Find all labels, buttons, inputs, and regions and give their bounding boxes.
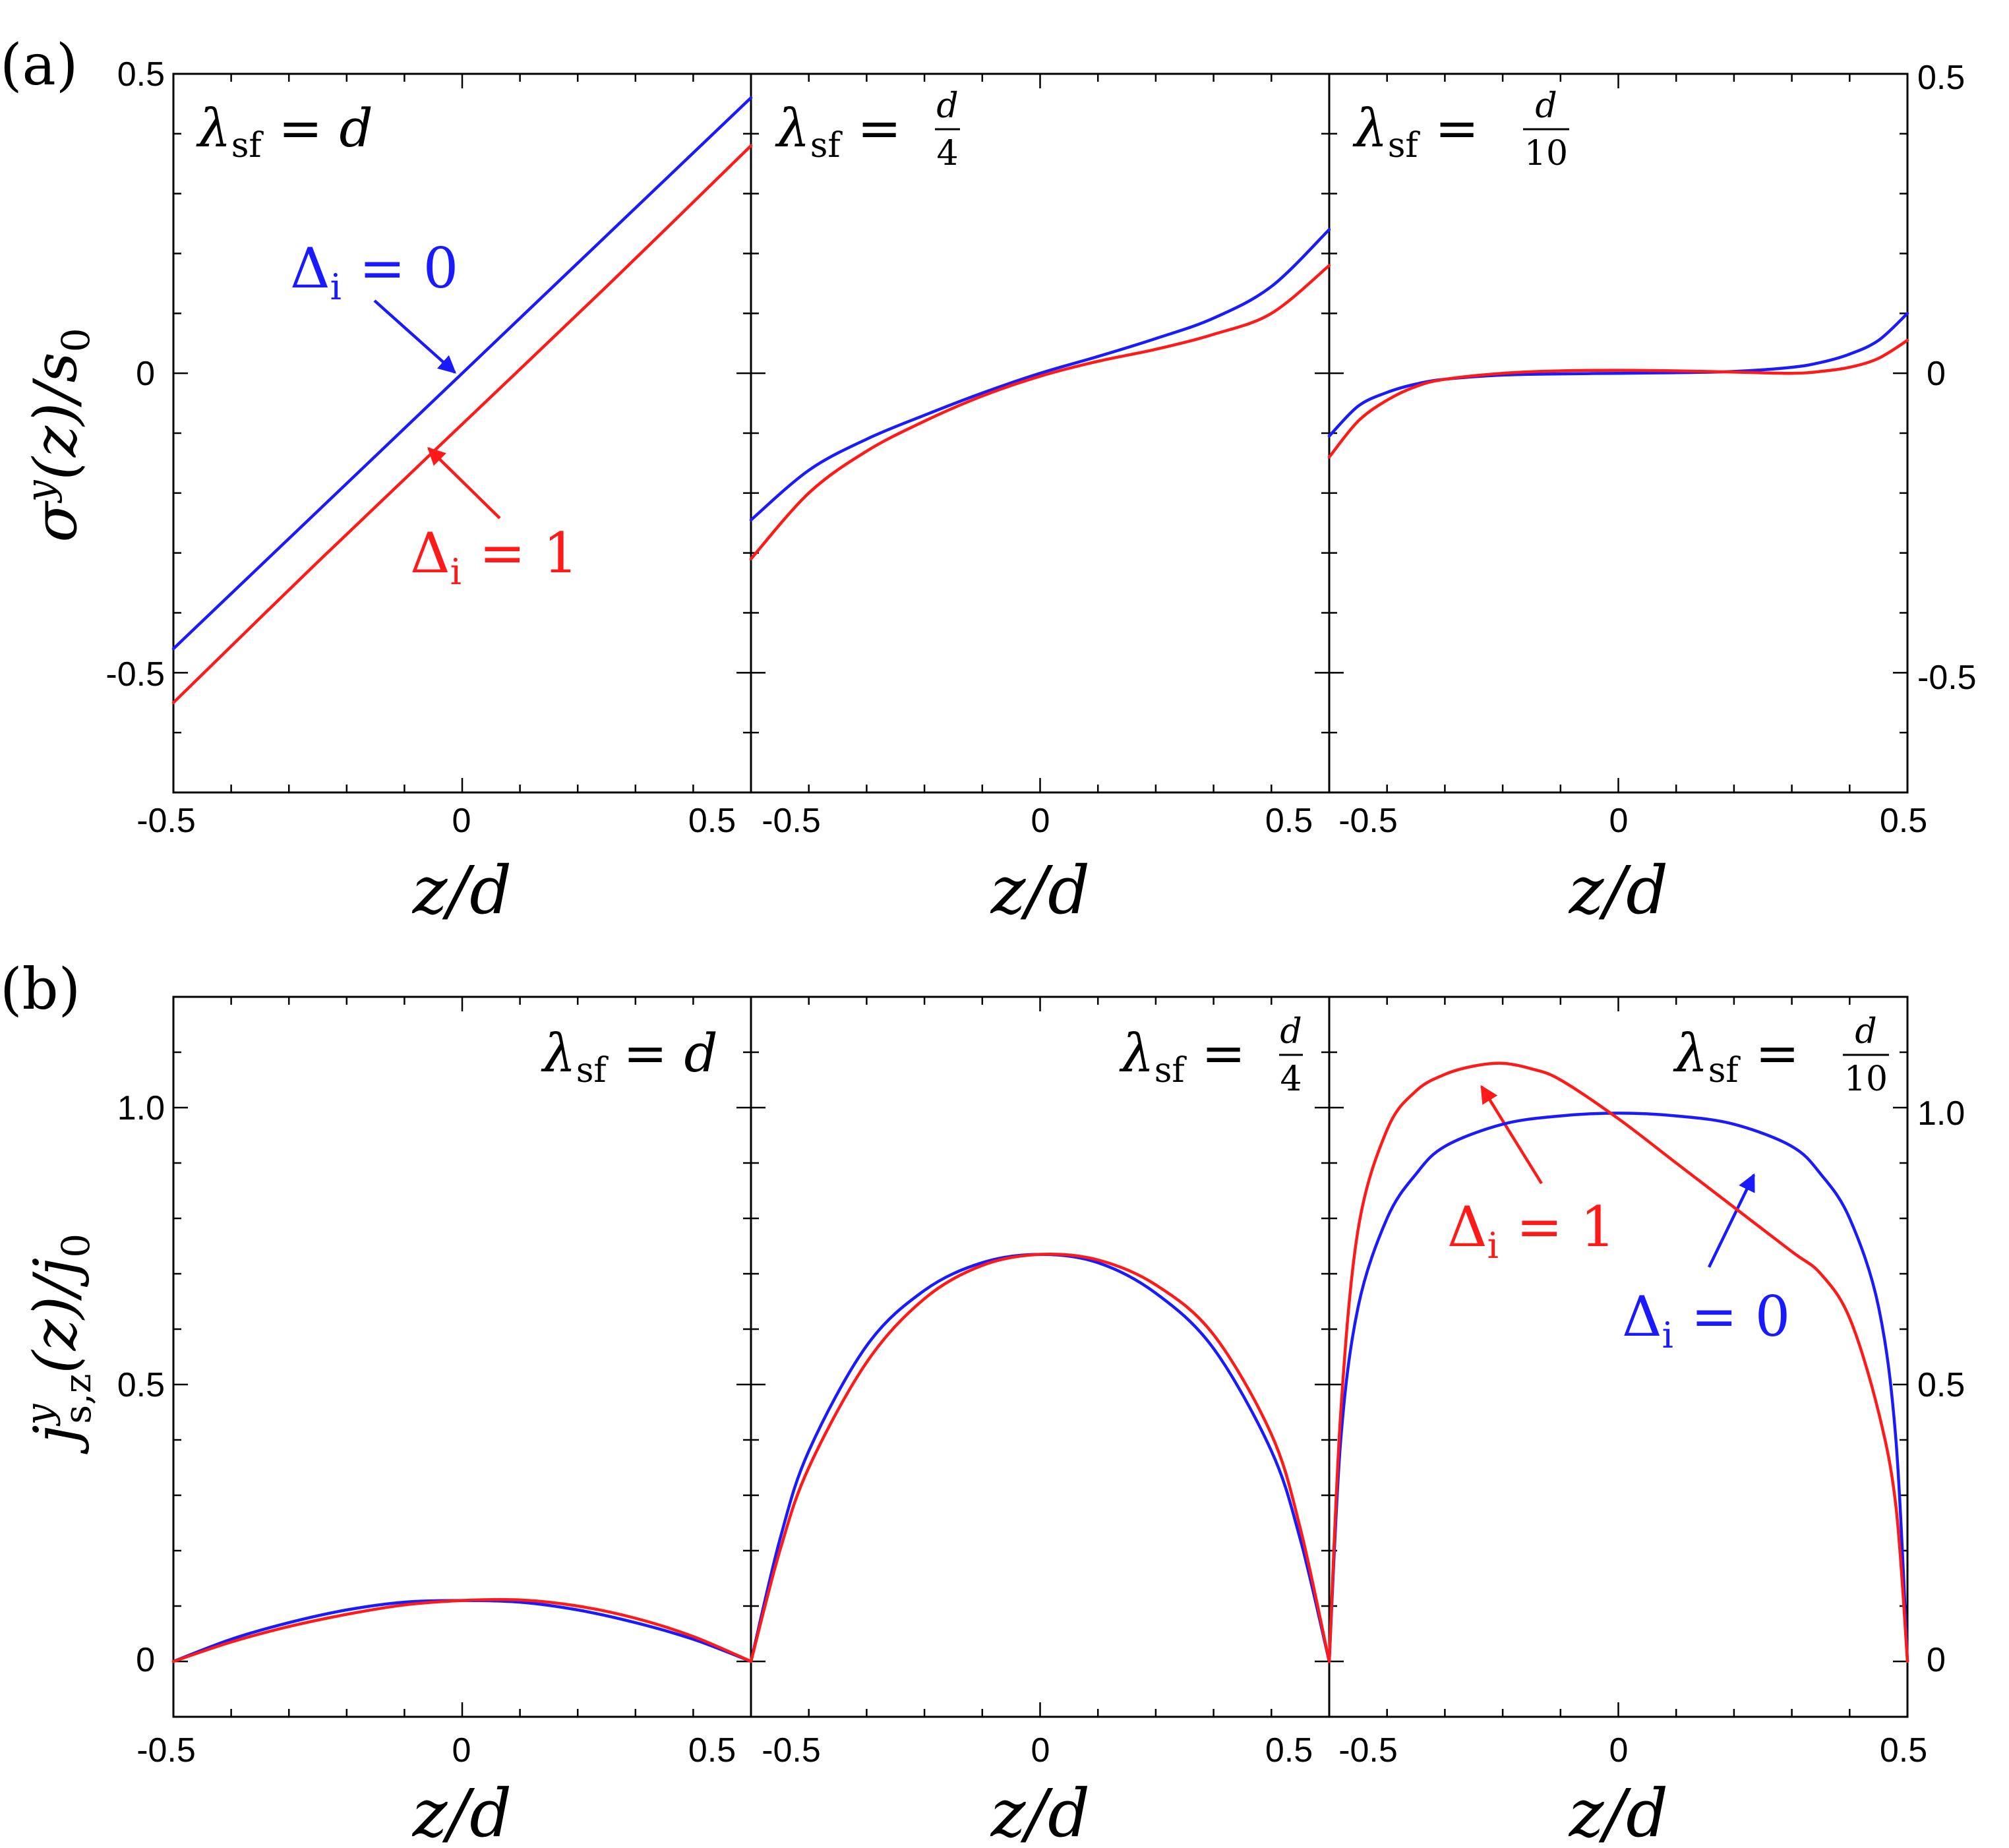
xtick-label-a1-right: 0.5 [688, 802, 736, 840]
xtick-label-a3-left: -0.5 [1338, 802, 1398, 840]
series-line-a1-delta1 [171, 144, 753, 705]
series-line-b2-delta0 [749, 1253, 1331, 1663]
panel-a-frame [172, 73, 1909, 794]
ytick-label-a-left-neg0.5: -0.5 [105, 655, 165, 694]
xtick-label-b1-left: -0.5 [136, 1731, 196, 1770]
annotation-a-delta1: Δi = 1 [410, 521, 578, 593]
annotation-b-delta0: Δi = 0 [1622, 1284, 1790, 1356]
xtick-label-a2-left: -0.5 [762, 802, 821, 840]
annotation-a-delta0-arrow [373, 299, 457, 374]
series-line-a3-delta0 [1327, 312, 1909, 438]
ytick-label-a-right-0.5: 0.5 [1917, 59, 1965, 97]
xtick-label-b2-mid: 0 [1031, 1731, 1050, 1770]
panel-b-tag: (b) [0, 957, 80, 1023]
xtick-label-b1-right: 0.5 [688, 1731, 736, 1770]
xtick-label-b1-mid: 0 [452, 1731, 471, 1770]
xtick-label-a3-mid: 0 [1609, 802, 1629, 840]
annotation-a-delta1-arrow [427, 447, 501, 520]
xtick-label-a3-right: 0.5 [1880, 802, 1927, 840]
xlabel-b1: z/d [412, 1775, 512, 1848]
series-line-a2-delta1 [749, 264, 1331, 561]
xtick-label-a1-mid: 0 [452, 802, 471, 840]
series-line-b1-delta0 [171, 1599, 753, 1663]
ylabel-a: σy(z)/s0 [18, 328, 98, 542]
title-b3-frac-num: d [1855, 1012, 1876, 1052]
series-line-a2-delta0 [749, 227, 1331, 522]
panel-a: (a) 0.5 0 -0.5 0.5 0 -0.5 -0.5 0 0.5 -0.… [0, 32, 1977, 929]
xtick-label-a2-right: 0.5 [1265, 802, 1313, 840]
annotation-a-delta0: Δi = 0 [290, 236, 458, 308]
panel-b: (b) 1.0 0.5 0 1.0 0.5 0 -0.5 0 0.5 -0.5 … [0, 957, 1965, 1848]
xtick-label-a2-mid: 0 [1031, 802, 1050, 840]
annotation-b-delta1: Δi = 1 [1447, 1195, 1615, 1267]
ytick-label-b-right-0: 0 [1927, 1641, 1946, 1679]
title-b1: λsf = d [541, 1023, 718, 1090]
xtick-label-b2-left: -0.5 [762, 1731, 821, 1770]
ytick-label-b-left-0: 0 [136, 1641, 155, 1679]
title-b2: λsf = [1119, 1023, 1245, 1090]
title-a3-frac-den: 10 [1524, 134, 1568, 173]
title-b3: λsf = [1673, 1023, 1799, 1090]
ytick-label-a-left-0: 0 [136, 355, 155, 393]
title-b2-frac-num: d [1280, 1012, 1302, 1052]
series-line-b2-delta1 [749, 1252, 1331, 1663]
xlabel-a3: z/d [1569, 852, 1668, 929]
xlabel-a1: z/d [412, 852, 512, 929]
panel-a-tag: (a) [0, 32, 78, 98]
title-a3: λsf = [1352, 98, 1479, 165]
ytick-label-a-right-0: 0 [1927, 355, 1946, 393]
title-a1: λsf = d [196, 98, 373, 165]
title-a2: λsf = [775, 98, 901, 165]
panel-b-frame [172, 996, 1909, 1718]
title-a3-frac-num: d [1535, 86, 1557, 126]
annotation-b-delta0-arrow [1707, 1173, 1756, 1268]
title-b2-frac-den: 4 [1280, 1059, 1302, 1099]
annotation-b-delta1-arrow [1480, 1085, 1543, 1185]
ytick-label-b-left-0.5: 0.5 [117, 1366, 165, 1404]
ytick-label-b-right-1.0: 1.0 [1917, 1094, 1965, 1133]
ytick-label-b-right-0.5: 0.5 [1917, 1366, 1965, 1404]
ylabel-b: jys,z(z)/j0 [18, 1234, 100, 1454]
series-line-a1-delta0 [171, 96, 753, 651]
series-line-b1-delta1 [171, 1597, 753, 1663]
ytick-label-a-left-0.5: 0.5 [117, 55, 165, 94]
ytick-label-b-left-1.0: 1.0 [117, 1089, 165, 1127]
xtick-label-b3-right: 0.5 [1880, 1731, 1927, 1770]
xlabel-b3: z/d [1569, 1775, 1668, 1848]
xtick-label-a1-left: -0.5 [136, 802, 196, 840]
ticks-layer [172, 73, 1909, 1718]
xtick-label-b2-right: 0.5 [1265, 1731, 1313, 1770]
title-a2-frac-den: 4 [936, 134, 958, 173]
title-b3-frac-den: 10 [1844, 1059, 1888, 1099]
xlabel-b2: z/d [990, 1775, 1090, 1848]
xlabel-a2: z/d [990, 852, 1090, 929]
curves-layer [171, 96, 1909, 1663]
series-line-b3-delta1 [1327, 1061, 1909, 1663]
xtick-label-b3-left: -0.5 [1338, 1731, 1398, 1770]
title-a2-frac-num: d [936, 86, 958, 126]
ytick-label-a-right-neg0.5: -0.5 [1917, 659, 1977, 697]
series-line-a3-delta1 [1327, 338, 1909, 459]
xtick-label-b3-mid: 0 [1609, 1731, 1629, 1770]
series-line-b3-delta0 [1327, 1112, 1909, 1663]
